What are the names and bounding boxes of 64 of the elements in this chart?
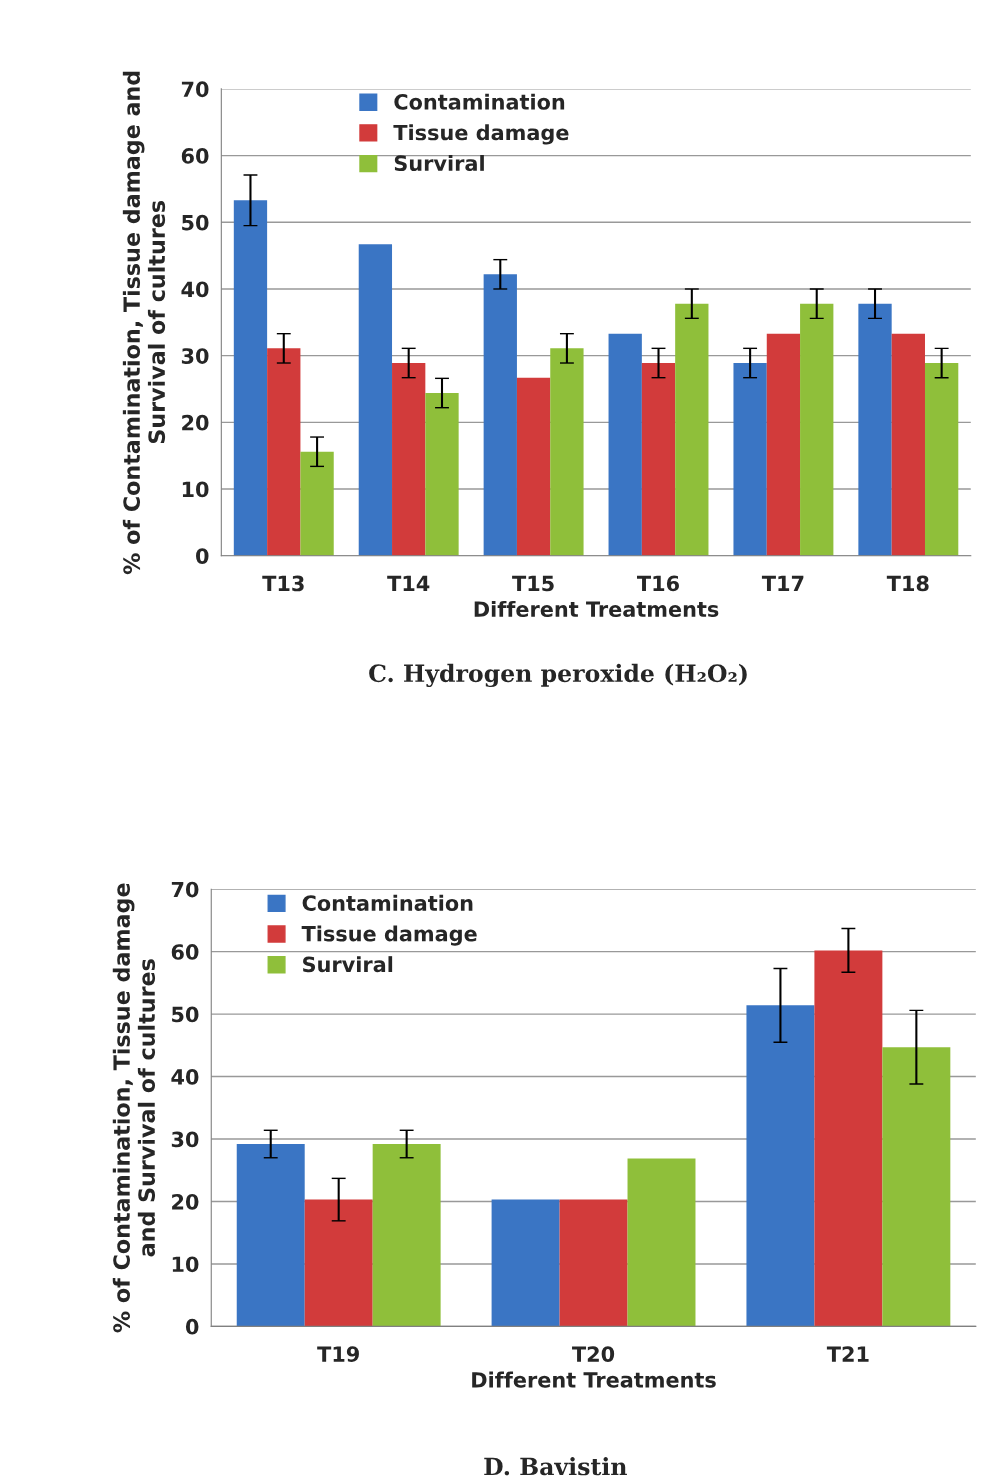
- bar: [392, 363, 426, 556]
- y-tick-label: 50: [172, 1006, 199, 1023]
- bar: [233, 200, 268, 556]
- bar: [675, 303, 709, 556]
- bar: [491, 1199, 560, 1327]
- x-axis-title: Different Treatments: [472, 1371, 716, 1388]
- bar: [608, 333, 642, 556]
- bar: [766, 333, 801, 556]
- legend-label: Tissue damage: [301, 925, 477, 946]
- x-tick-label: T21: [826, 1346, 869, 1362]
- x-tick-label: T14: [387, 575, 430, 592]
- bar: [924, 363, 959, 556]
- bar: [891, 333, 925, 556]
- bar: [483, 274, 517, 556]
- y-tick-label: 70: [171, 881, 199, 898]
- bar: [800, 303, 834, 556]
- bar: [236, 1144, 305, 1327]
- y-tick-label: 70: [181, 81, 209, 98]
- y-tick-label: 50: [182, 214, 209, 231]
- bar: [516, 377, 551, 556]
- bar: [425, 393, 459, 556]
- text: D. Bavistin: [484, 1457, 627, 1476]
- x-tick-label: T15: [512, 575, 554, 592]
- y-axis-title: % of Contamination, Tissue damage and Survival of cultures: [112, 883, 156, 1333]
- bar: [559, 1199, 628, 1327]
- y-tick-label: 60: [171, 944, 199, 960]
- y-tick-label: 20: [172, 1193, 199, 1210]
- legend-label: Surviral: [394, 154, 484, 172]
- x-tick-label: T19: [317, 1346, 359, 1362]
- legend-label: Surviral: [303, 956, 393, 973]
- bar: [372, 1144, 441, 1327]
- x-tick-label: T20: [572, 1346, 615, 1362]
- bar: [746, 1005, 815, 1327]
- bar: [641, 363, 676, 556]
- legend-label: Contamination: [394, 93, 565, 110]
- legend-label: Contamination: [302, 894, 473, 911]
- bar: [550, 348, 584, 556]
- bar: [300, 451, 334, 556]
- bar: [858, 303, 892, 556]
- bar: [358, 244, 393, 556]
- y-tick-label: 30: [171, 1131, 199, 1148]
- y-tick-label: 40: [181, 281, 209, 298]
- x-tick-label: T16: [637, 575, 679, 592]
- y-axis-title: % of Contamination, Tissue damage and Survival of cultures: [122, 71, 166, 575]
- y-tick-label: 40: [171, 1069, 199, 1085]
- x-tick-label: T18: [886, 575, 929, 592]
- bar: [627, 1158, 696, 1327]
- text: C. Hydrogen peroxide (H₂O₂): [369, 663, 747, 688]
- y-tick-label: 20: [182, 414, 209, 431]
- y-tick-label: 10: [172, 1256, 199, 1273]
- bar: [814, 950, 883, 1327]
- legend-label: Tissue damage: [393, 124, 569, 145]
- bar: [267, 348, 301, 556]
- x-tick-label: T17: [761, 575, 804, 592]
- x-tick-label: T13: [262, 575, 304, 592]
- bar: [733, 363, 767, 556]
- y-tick-label: 10: [182, 481, 209, 498]
- x-axis-title: Different Treatments: [474, 600, 719, 618]
- y-tick-label: 30: [181, 348, 209, 364]
- y-tick-label: 0: [185, 1318, 199, 1335]
- bar: [882, 1047, 951, 1327]
- bar: [304, 1199, 373, 1327]
- y-tick-label: 0: [196, 548, 209, 564]
- y-tick-label: 60: [181, 148, 209, 164]
